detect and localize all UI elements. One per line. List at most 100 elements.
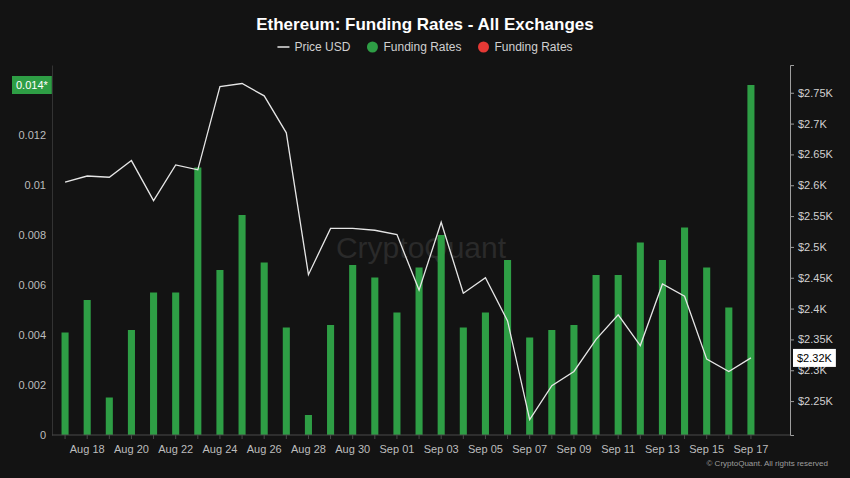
bar xyxy=(416,268,423,436)
y2-tick-mark xyxy=(790,216,794,217)
y-tick-label: 0.006 xyxy=(18,279,46,291)
price-line xyxy=(65,84,751,420)
y2-tick: $2.65K xyxy=(790,148,834,160)
x-tick-mark xyxy=(242,435,243,439)
x-tick-mark xyxy=(640,435,641,439)
x-tick-mark xyxy=(419,435,420,439)
x-tick xyxy=(330,435,331,439)
x-tick-label: Sep 05 xyxy=(468,443,503,455)
y-tick-label: 0.01 xyxy=(25,179,46,191)
x-tick xyxy=(286,435,287,439)
y-tick: 0.01 xyxy=(25,179,52,191)
bar xyxy=(681,228,688,436)
value-box: 0.014* xyxy=(12,76,52,94)
bar xyxy=(194,168,201,436)
bar xyxy=(128,330,135,435)
x-tick-mark xyxy=(551,435,552,439)
legend-symbol xyxy=(367,42,378,53)
bar xyxy=(62,333,69,436)
x-tick: Sep 09 xyxy=(557,435,592,455)
y-tick-label: 0.008 xyxy=(18,229,46,241)
x-tick-label: Aug 28 xyxy=(291,443,326,455)
bar xyxy=(84,300,91,435)
y2-tick-label: $2.25K xyxy=(798,395,834,407)
x-tick: Sep 07 xyxy=(512,435,547,455)
y2-tick: $2.25K xyxy=(790,395,834,407)
x-tick: Aug 30 xyxy=(335,435,370,455)
y2-tick-mark xyxy=(790,124,794,125)
y2-tick-mark xyxy=(790,185,794,186)
y2-tick-mark xyxy=(790,401,794,402)
x-tick xyxy=(65,435,66,439)
value-box: $2.32K xyxy=(793,349,836,367)
y-tick-label: 0 xyxy=(40,429,46,441)
bar xyxy=(327,325,334,435)
y2-tick-label: $2.4K xyxy=(798,303,827,315)
x-tick-mark xyxy=(728,435,729,439)
plot-area xyxy=(62,84,755,436)
y2-tick-mark xyxy=(790,93,794,94)
y2-tick: $2.7K xyxy=(790,118,827,130)
legend-label: Funding Rates xyxy=(495,40,573,54)
bar xyxy=(106,398,113,436)
x-tick xyxy=(109,435,110,439)
value-box-bg xyxy=(793,349,836,367)
bar-series xyxy=(62,85,755,435)
bar xyxy=(482,313,489,436)
x-tick-label: Aug 26 xyxy=(247,443,282,455)
source: © CryptoQuant. All rights reserved xyxy=(707,459,829,468)
bar xyxy=(570,325,577,435)
x-tick-mark xyxy=(330,435,331,439)
x-tick-label: Sep 07 xyxy=(512,443,547,455)
y-tick: 0.004 xyxy=(18,329,52,341)
title: Ethereum: Funding Rates - All Exchanges xyxy=(256,15,594,34)
bar xyxy=(239,215,246,435)
legend: Price USDFunding RatesFunding Rates xyxy=(277,40,572,54)
x-tick-mark xyxy=(131,435,132,439)
x-tick xyxy=(640,435,641,439)
bar xyxy=(548,330,555,435)
bar xyxy=(747,85,754,435)
y2-tick-label: $2.55K xyxy=(798,210,834,222)
x-tick: Sep 03 xyxy=(424,435,459,455)
x-tick-label: Sep 03 xyxy=(424,443,459,455)
x-tick-mark xyxy=(286,435,287,439)
x-tick-mark xyxy=(109,435,110,439)
y2-tick-label: $2.35K xyxy=(798,333,834,345)
y2-tick: $2.5K xyxy=(790,241,827,253)
x-tick-label: Sep 11 xyxy=(601,443,635,455)
x-tick xyxy=(463,435,464,439)
y2-tick-label: $2.7K xyxy=(798,118,827,130)
x-tick-label: Sep 13 xyxy=(645,443,680,455)
x-tick-label: Aug 22 xyxy=(158,443,193,455)
x-tick: Sep 15 xyxy=(689,435,724,455)
y2-tick: $2.45K xyxy=(790,272,834,284)
x-tick: Aug 20 xyxy=(114,435,149,455)
x-tick: Sep 01 xyxy=(380,435,415,455)
x-tick: Aug 18 xyxy=(70,435,105,455)
x-tick xyxy=(507,435,508,439)
bar xyxy=(305,415,312,435)
x-tick-mark xyxy=(396,435,397,439)
bar xyxy=(615,275,622,435)
chart: CryptoQuantEthereum: Funding Rates - All… xyxy=(0,0,850,478)
x-tick-mark xyxy=(750,435,751,439)
x-tick xyxy=(684,435,685,439)
x-tick-mark xyxy=(264,435,265,439)
x-tick-mark xyxy=(662,435,663,439)
y2-tick-mark xyxy=(790,247,794,248)
bar xyxy=(172,293,179,436)
x-tick-mark xyxy=(374,435,375,439)
y2-tick-label: $2.75K xyxy=(798,87,834,99)
bar xyxy=(504,260,511,435)
x-axis-line xyxy=(52,435,790,436)
legend-item: Funding Rates xyxy=(367,40,462,54)
y2-tick: $2.4K xyxy=(790,303,827,315)
x-tick-label: Sep 09 xyxy=(557,443,592,455)
x-tick-mark xyxy=(65,435,66,439)
x-tick-label: Sep 01 xyxy=(380,443,415,455)
x-axis: Aug 18Aug 20Aug 22Aug 24Aug 26Aug 28Aug … xyxy=(52,435,790,455)
x-tick xyxy=(374,435,375,439)
value-box-label: $2.32K xyxy=(797,352,833,364)
x-tick-mark xyxy=(529,435,530,439)
